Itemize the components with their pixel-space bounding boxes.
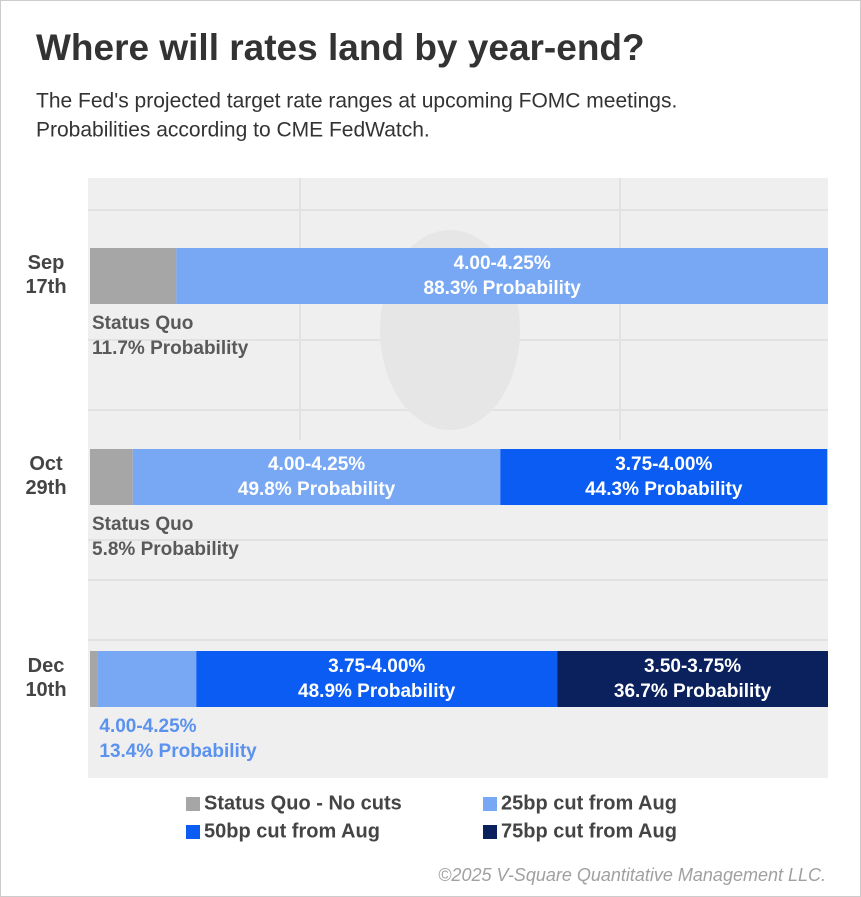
value-label: 11.7% Probability: [92, 338, 249, 359]
segment-label: 3.75-4.00%: [328, 656, 425, 677]
value-label: 5.8% Probability: [92, 539, 239, 560]
value-label: 49.8% Probability: [238, 479, 396, 500]
category-label: Sep 17th: [25, 252, 66, 298]
value-label: 48.9% Probability: [298, 681, 456, 702]
bar-segment: [97, 651, 197, 707]
bar-segment: [132, 449, 501, 505]
value-label: 13.4% Probability: [99, 741, 257, 762]
legend-label: 25bp cut from Aug: [501, 792, 677, 814]
legend-label: 75bp cut from Aug: [501, 820, 677, 842]
bar-segment: [176, 248, 828, 304]
value-label: 88.3% Probability: [424, 278, 582, 299]
segment-label: Status Quo: [92, 313, 193, 334]
segment-label: 4.00-4.25%: [99, 716, 196, 737]
segment-label: Status Quo: [92, 514, 193, 535]
segment-label: 3.50-3.75%: [644, 656, 741, 677]
bar-segment: [90, 248, 177, 304]
bar-segment: [90, 651, 98, 707]
legend-swatch: [483, 797, 497, 811]
subtitle: The Fed's projected target rate ranges a…: [36, 90, 677, 113]
legend-swatch: [483, 825, 497, 839]
bar-segment: [196, 651, 558, 707]
category-label: Oct 29th: [25, 453, 66, 499]
segment-label: 3.75-4.00%: [615, 454, 712, 475]
bar-segment: [557, 651, 828, 707]
chart-title: Where will rates land by year-end?: [36, 27, 645, 68]
category-label: Dec 10th: [25, 655, 66, 701]
value-label: 44.3% Probability: [585, 479, 743, 500]
bar-segment: [500, 449, 828, 505]
legend-swatch: [186, 797, 200, 811]
value-label: 36.7% Probability: [614, 681, 772, 702]
subtitle: Probabilities according to CME FedWatch.: [36, 119, 430, 142]
footer: ©2025 V-Square Quantitative Management L…: [438, 865, 826, 885]
segment-label: 4.00-4.25%: [268, 454, 365, 475]
bar-segment: [90, 449, 133, 505]
segment-label: 4.00-4.25%: [454, 253, 551, 274]
legend-label: 50bp cut from Aug: [204, 820, 380, 842]
legend-swatch: [186, 825, 200, 839]
legend-label: Status Quo - No cuts: [204, 792, 402, 814]
